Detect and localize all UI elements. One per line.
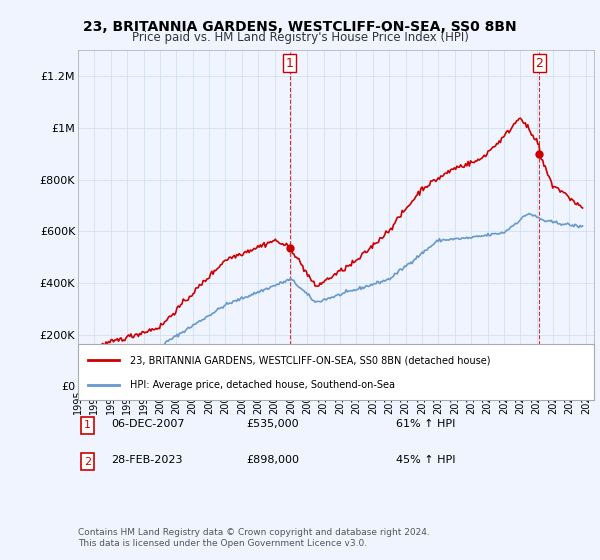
Text: £535,000: £535,000 bbox=[246, 419, 299, 429]
Text: 2: 2 bbox=[535, 57, 543, 70]
Text: 28-FEB-2023: 28-FEB-2023 bbox=[111, 455, 182, 465]
Text: £898,000: £898,000 bbox=[246, 455, 299, 465]
Text: 45% ↑ HPI: 45% ↑ HPI bbox=[396, 455, 455, 465]
Text: 06-DEC-2007: 06-DEC-2007 bbox=[111, 419, 185, 429]
Text: 23, BRITANNIA GARDENS, WESTCLIFF-ON-SEA, SS0 8BN: 23, BRITANNIA GARDENS, WESTCLIFF-ON-SEA,… bbox=[83, 20, 517, 34]
Text: Contains HM Land Registry data © Crown copyright and database right 2024.
This d: Contains HM Land Registry data © Crown c… bbox=[78, 528, 430, 548]
Text: 23, BRITANNIA GARDENS, WESTCLIFF-ON-SEA, SS0 8BN (detached house): 23, BRITANNIA GARDENS, WESTCLIFF-ON-SEA,… bbox=[130, 355, 490, 365]
Text: 1: 1 bbox=[84, 421, 91, 431]
Text: 61% ↑ HPI: 61% ↑ HPI bbox=[396, 419, 455, 429]
Text: 2: 2 bbox=[84, 457, 91, 467]
Text: 1: 1 bbox=[286, 57, 293, 70]
Text: Price paid vs. HM Land Registry's House Price Index (HPI): Price paid vs. HM Land Registry's House … bbox=[131, 31, 469, 44]
Text: HPI: Average price, detached house, Southend-on-Sea: HPI: Average price, detached house, Sout… bbox=[130, 380, 395, 390]
